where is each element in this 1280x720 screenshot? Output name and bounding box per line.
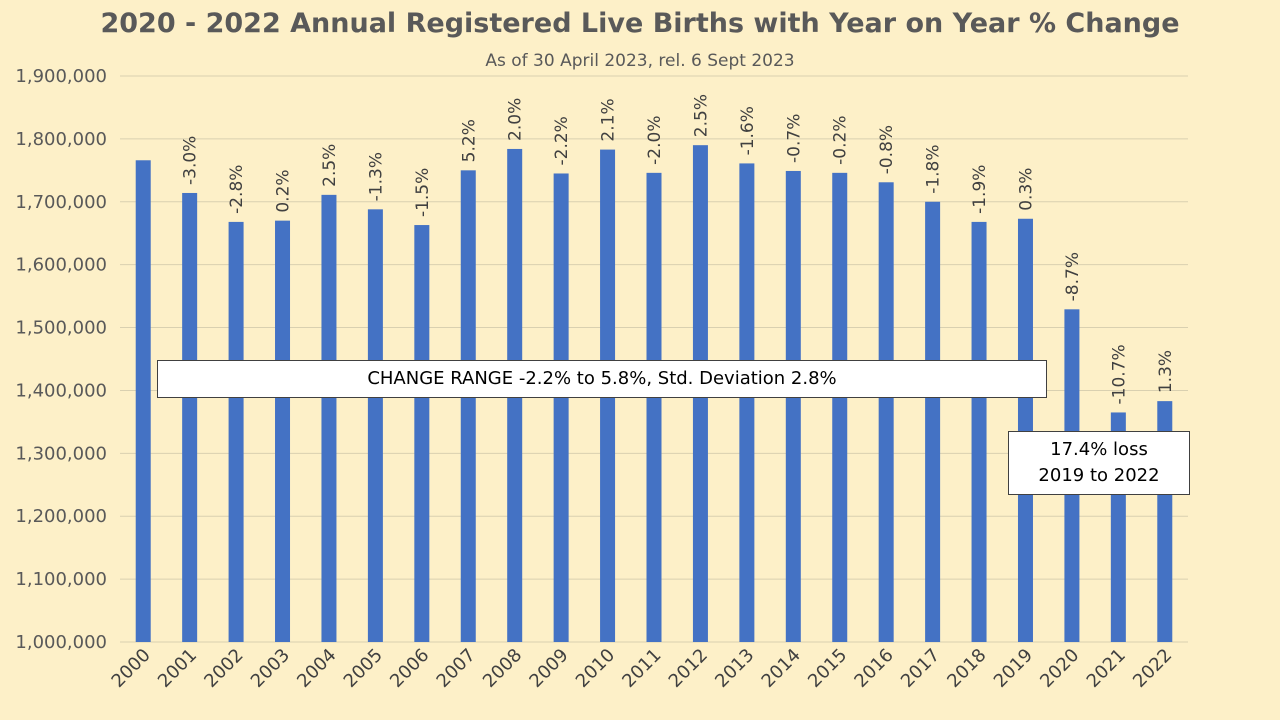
x-tick-label: 2007: [433, 645, 480, 692]
data-label: 0.3%: [1016, 168, 1036, 211]
y-tick-label: 1,300,000: [15, 443, 107, 464]
y-tick-label: 1,900,000: [15, 66, 107, 87]
bar: [785, 170, 801, 642]
annotation-change-range: CHANGE RANGE -2.2% to 5.8%, Std. Deviati…: [157, 360, 1047, 398]
data-label: -8.7%: [1063, 252, 1083, 301]
x-tick-label: 2004: [293, 645, 340, 692]
y-tick-label: 1,700,000: [15, 192, 107, 213]
bar: [367, 209, 383, 642]
bar: [321, 194, 337, 643]
data-label: -2.2%: [552, 116, 572, 165]
data-label: -10.7%: [1109, 344, 1129, 404]
y-tick-label: 1,100,000: [15, 569, 107, 590]
bar: [228, 221, 244, 642]
x-tick-label: 2003: [247, 645, 294, 692]
bar: [553, 173, 569, 642]
data-label: -1.3%: [366, 152, 386, 201]
annotation-loss-line1: 17.4% loss: [1050, 439, 1148, 460]
data-labels: -3.0% -2.8% 0.2% 2.5% -1.3% -1.5% 5.2% 2.0% -2.2…: [181, 94, 1176, 404]
annotation-loss: 17.4% loss 2019 to 2022: [1008, 431, 1190, 495]
x-tick-label: 2009: [525, 645, 572, 692]
x-tick-label: 2017: [897, 645, 944, 692]
x-tick-label: 2016: [850, 645, 897, 692]
data-label: -1.9%: [970, 165, 990, 214]
x-tick-label: 2011: [618, 645, 665, 692]
bar: [135, 160, 151, 642]
x-tick-label: 2022: [1129, 645, 1176, 692]
x-tick-label: 2001: [154, 645, 201, 692]
bar: [460, 170, 476, 643]
x-tick-label: 2005: [340, 645, 387, 692]
x-tick-label: 2021: [1083, 645, 1130, 692]
bar: [182, 192, 198, 642]
x-tick-label: 2012: [665, 645, 712, 692]
x-tick-label: 2019: [990, 645, 1037, 692]
bar: [739, 163, 755, 642]
x-tick-label: 2020: [1036, 645, 1083, 692]
chart-subtitle: As of 30 April 2023, rel. 6 Sept 2023: [485, 51, 794, 71]
data-label: -0.7%: [784, 114, 804, 163]
y-tick-label: 1,500,000: [15, 318, 107, 339]
data-label: 5.2%: [459, 119, 479, 162]
data-label: 1.3%: [1156, 350, 1176, 393]
y-tick-label: 1,800,000: [15, 129, 107, 150]
y-tick-label: 1,000,000: [15, 632, 107, 653]
data-label: -3.0%: [181, 136, 201, 185]
x-tick-label: 2002: [200, 645, 247, 692]
annotation-loss-line2: 2019 to 2022: [1038, 465, 1160, 486]
chart-title: 2020 - 2022 Annual Registered Live Birth…: [100, 8, 1179, 39]
y-tick-label: 1,600,000: [15, 255, 107, 276]
x-tick-label: 2018: [943, 645, 990, 692]
x-tick-label: 2014: [758, 645, 805, 692]
bar: [646, 172, 662, 643]
data-label: 2.0%: [506, 98, 526, 141]
bar: [1017, 218, 1033, 642]
data-label: 2.5%: [691, 94, 711, 137]
data-label: -2.8%: [227, 165, 247, 214]
data-label: -2.0%: [645, 116, 665, 165]
x-tick-label: 2010: [572, 645, 619, 692]
x-tick-label: 2015: [804, 645, 851, 692]
x-tick-label: 2013: [711, 645, 758, 692]
bar: [925, 201, 941, 642]
x-axis-ticks: 2000 2001 2002 2003 2004 2005 2006 2007 2008 2009…: [108, 645, 1177, 692]
x-tick-label: 2000: [108, 645, 155, 692]
x-tick-label: 2008: [479, 645, 526, 692]
data-label: -1.5%: [413, 168, 433, 217]
y-tick-label: 1,200,000: [15, 506, 107, 527]
data-label: 2.5%: [320, 144, 340, 187]
bar: [878, 182, 894, 642]
x-tick-label: 2006: [386, 645, 433, 692]
data-label: -0.8%: [877, 125, 897, 174]
y-tick-label: 1,400,000: [15, 380, 107, 401]
data-label: -1.8%: [924, 144, 944, 193]
data-label: 0.2%: [274, 169, 294, 212]
bar: [414, 225, 430, 642]
y-axis-ticks: 1,000,000 1,100,000 1,200,000 1,300,000 1,40…: [15, 66, 107, 653]
bar: [971, 221, 987, 642]
data-label: 2.1%: [599, 98, 619, 141]
bar: [275, 220, 291, 642]
data-label: -1.6%: [738, 106, 758, 155]
bar: [832, 172, 848, 643]
data-label: -0.2%: [831, 116, 851, 165]
